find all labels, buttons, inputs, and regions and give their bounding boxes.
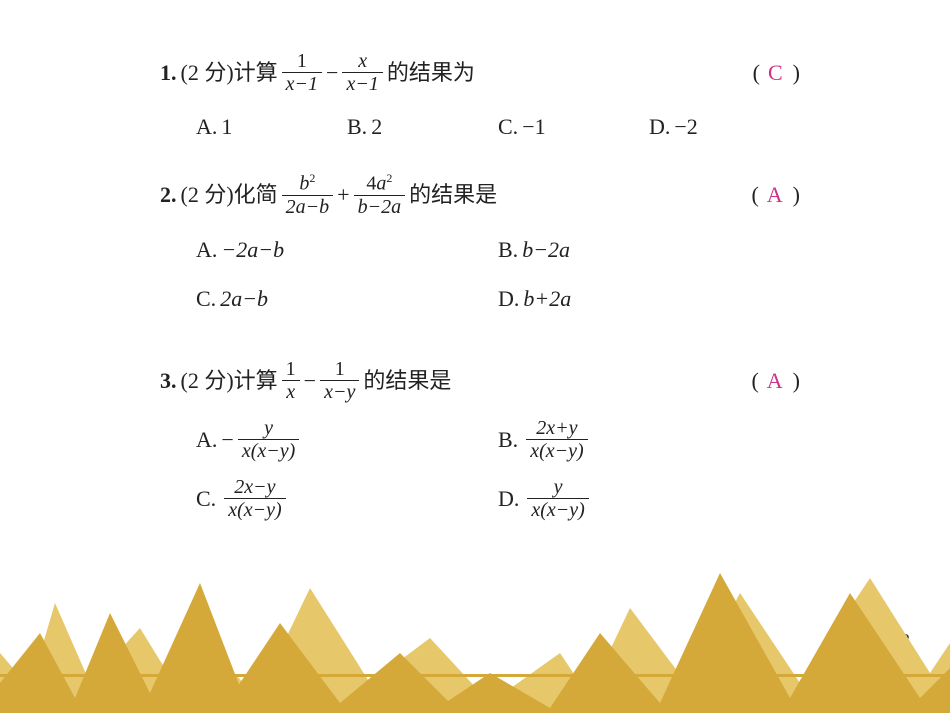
q1-opt-c: C.−1 <box>498 109 649 144</box>
q1-opt-d: D.−2 <box>649 109 800 144</box>
q2-frac1: b2 2a−b <box>282 172 334 218</box>
q2-number: 2. <box>160 177 177 212</box>
q1-prefix: 计算 <box>234 55 278 90</box>
q3-opt-a: A. − y x(x−y) <box>196 417 498 462</box>
q1-suffix: 的结果为 <box>387 55 475 90</box>
q2-op: + <box>337 177 349 212</box>
q1-frac1: 1 x−1 <box>282 50 322 95</box>
q1-frac2: x x−1 <box>342 50 382 95</box>
q2-opt-d: D.b+2a <box>498 281 800 316</box>
content-area: 1. (2 分) 计算 1 x−1 − x x−1 的结果为 (C) <box>160 50 800 563</box>
q1-number: 1. <box>160 55 177 90</box>
q3-op: − <box>304 363 316 398</box>
bottom-underline <box>0 674 950 677</box>
q2-opt-b: B.b−2a <box>498 232 800 267</box>
q1-opt-a: A.1 <box>196 109 347 144</box>
q3-answer-paren: (A) <box>751 363 800 398</box>
question-2: 2. (2 分) 化简 b2 2a−b + 4a2 b−2a 的结果是 (A) <box>160 172 800 330</box>
q1-answer: C <box>760 55 793 90</box>
q2-prefix: 化简 <box>234 177 278 212</box>
question-2-stem: 2. (2 分) 化简 b2 2a−b + 4a2 b−2a 的结果是 (A) <box>160 172 800 218</box>
question-3-stem: 3. (2 分) 计算 1 x − 1 x−y 的结果是 (A) <box>160 358 800 403</box>
q1-opt-b: B.2 <box>347 109 498 144</box>
q3-prefix: 计算 <box>234 363 278 398</box>
q2-suffix: 的结果是 <box>409 177 497 212</box>
q2-opt-c: C.2a−b <box>196 281 498 316</box>
q2-frac2: 4a2 b−2a <box>354 172 406 218</box>
q3-suffix: 的结果是 <box>363 363 451 398</box>
question-1: 1. (2 分) 计算 1 x−1 − x x−1 的结果为 (C) <box>160 50 800 144</box>
q2-answer: A <box>759 177 793 212</box>
q1-points: (2 分) <box>181 55 234 90</box>
question-3: 3. (2 分) 计算 1 x − 1 x−y 的结果是 (A) <box>160 358 800 535</box>
q3-number: 3. <box>160 363 177 398</box>
q3-points: (2 分) <box>181 363 234 398</box>
q1-op: − <box>326 55 338 90</box>
q3-opt-d: D. y x(x−y) <box>498 476 800 521</box>
q2-points: (2 分) <box>181 177 234 212</box>
q1-answer-paren: (C) <box>753 55 800 90</box>
q2-answer-paren: (A) <box>751 177 800 212</box>
q2-options: A.−2a−b B.b−2a C.2a−b D.b+2a <box>196 232 800 330</box>
q3-frac2: 1 x−y <box>320 358 359 403</box>
q3-answer: A <box>759 363 793 398</box>
question-1-stem: 1. (2 分) 计算 1 x−1 − x x−1 的结果为 (C) <box>160 50 800 95</box>
q3-frac1: 1 x <box>282 358 300 403</box>
page-number: 2 <box>901 630 910 651</box>
q3-options: A. − y x(x−y) B. 2x+y x(x−y) C. <box>196 417 800 535</box>
q1-options: A.1 B.2 C.−1 D.−2 <box>196 109 800 144</box>
q3-opt-c: C. 2x−y x(x−y) <box>196 476 498 521</box>
q2-opt-a: A.−2a−b <box>196 232 498 267</box>
q3-opt-b: B. 2x+y x(x−y) <box>498 417 800 462</box>
